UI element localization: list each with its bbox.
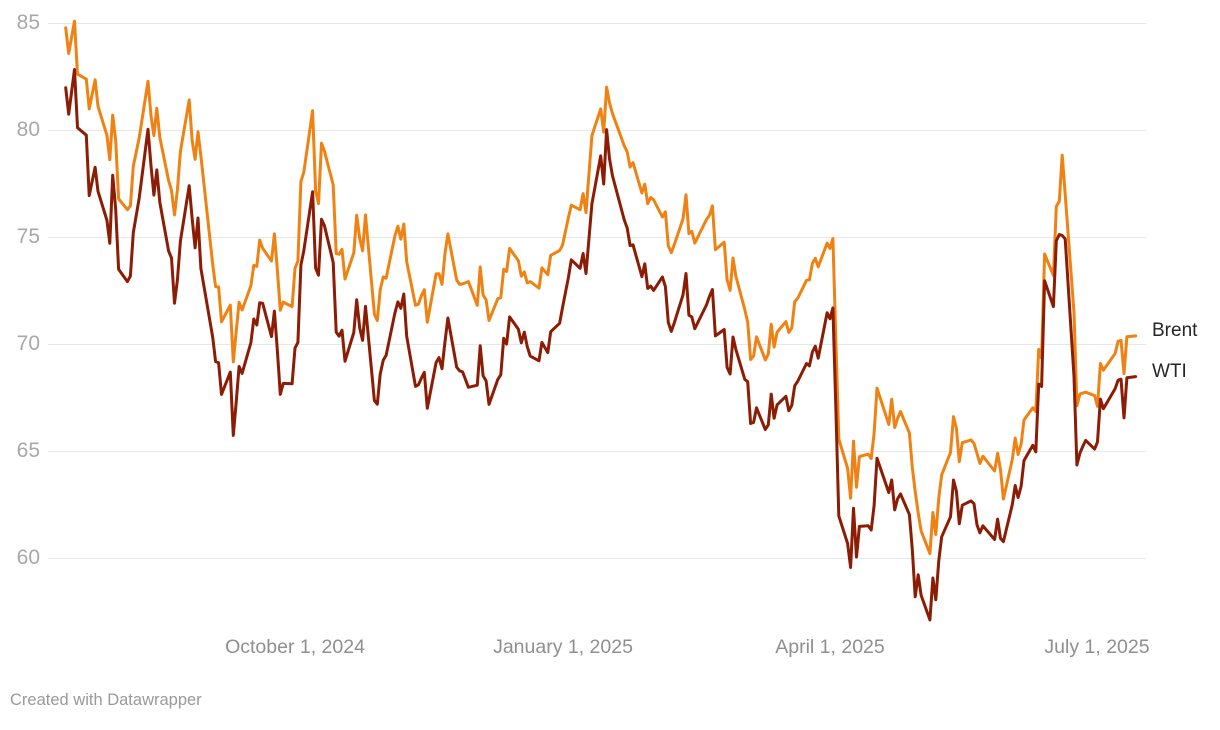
series-label-wti: WTI [1152, 361, 1187, 382]
x-tick-label: July 1, 2025 [1044, 636, 1150, 658]
y-tick-label: 60 [16, 546, 40, 569]
x-tick-label: October 1, 2024 [225, 636, 365, 658]
brent-line [64, 19, 1138, 556]
datawrapper-credit: Created with Datawrapper [10, 691, 202, 709]
wti-line [64, 68, 1138, 622]
y-tick-label: 85 [16, 11, 40, 34]
y-tick-label: 75 [16, 225, 40, 248]
x-tick-label: April 1, 2025 [775, 636, 885, 658]
x-tick-label: January 1, 2025 [493, 636, 633, 658]
y-tick-label: 65 [16, 439, 40, 462]
y-tick-label: 80 [16, 118, 40, 141]
y-tick-label: 70 [16, 332, 40, 355]
series-label-brent: Brent [1152, 320, 1198, 341]
